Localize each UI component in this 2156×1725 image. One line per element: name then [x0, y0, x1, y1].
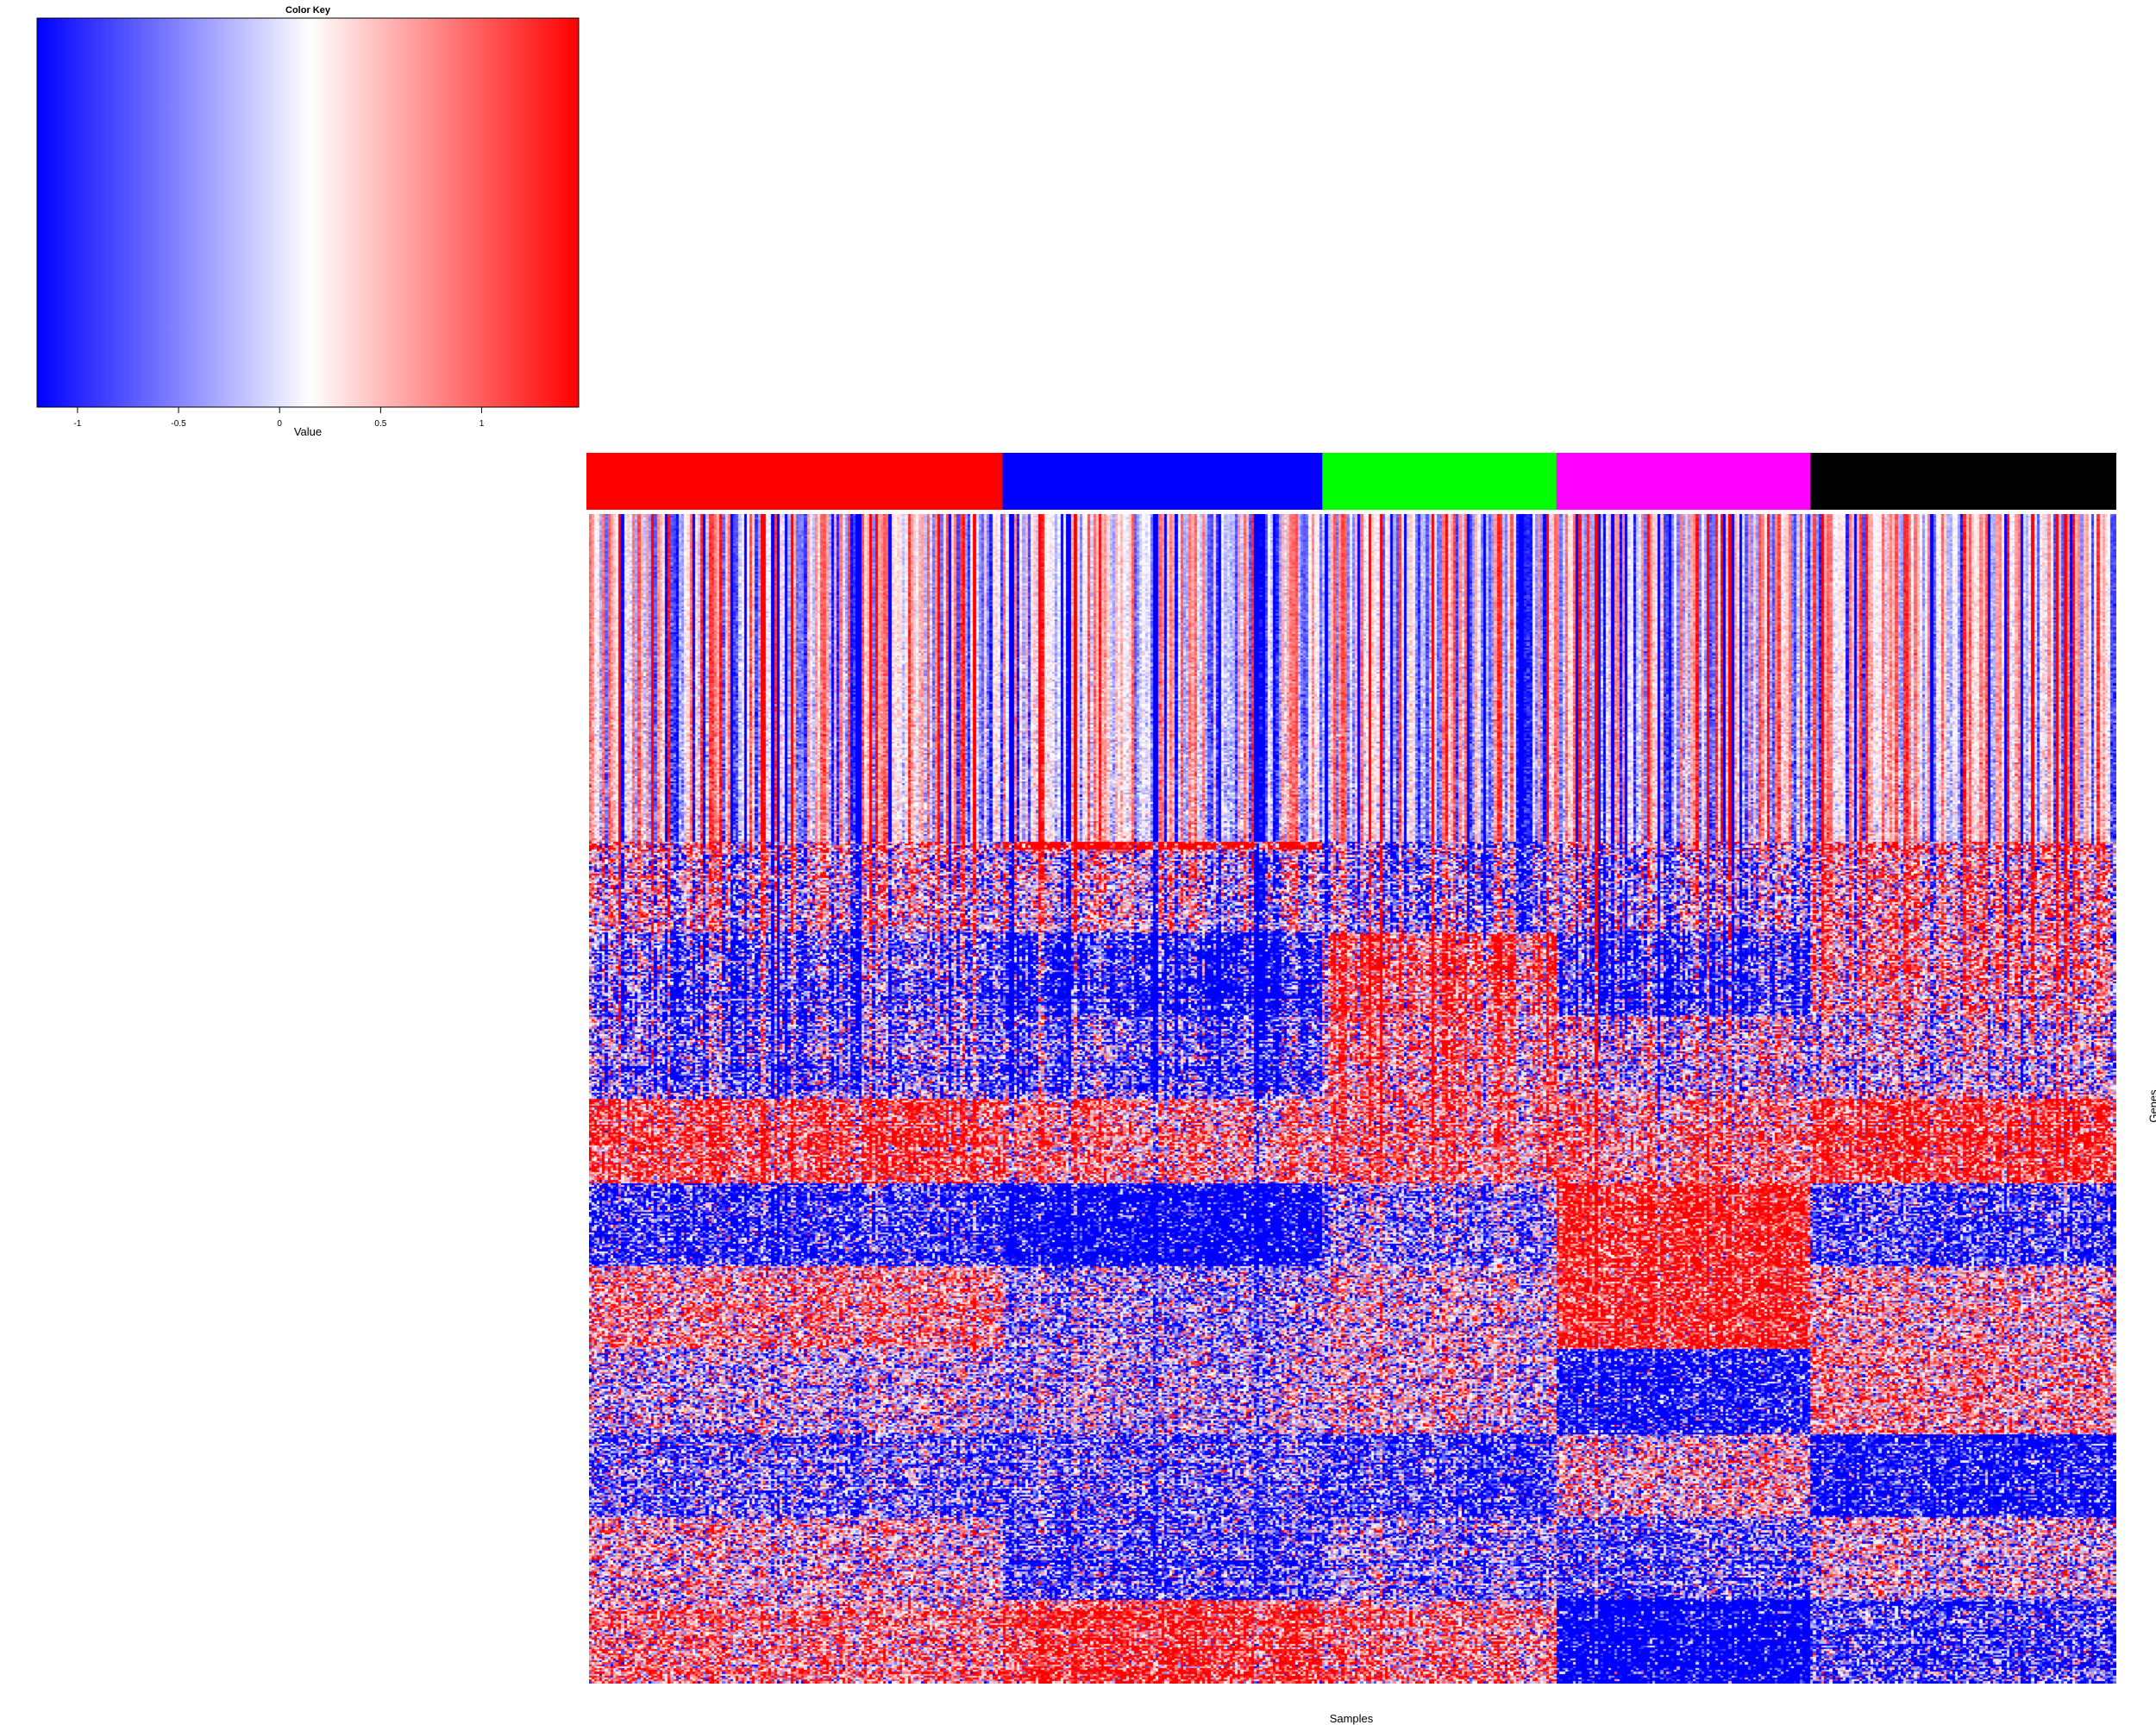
- color-key-title: Color Key: [285, 5, 331, 16]
- sample-group-5: [1810, 453, 2116, 510]
- color-key-tick-label: 0.5: [374, 419, 386, 429]
- sample-group-2: [1003, 453, 1323, 510]
- color-key-tick-label: -0.5: [171, 419, 186, 429]
- color-key-tick-label: -1: [73, 419, 81, 429]
- color-key-ticks: -1 -0.5 0 0.5 1: [73, 407, 484, 429]
- sample-group-3: [1322, 453, 1557, 510]
- color-key-tick-label: 1: [479, 419, 485, 429]
- heatmap-matrix: [589, 514, 2116, 1684]
- color-key-xlabel: Value: [294, 425, 322, 438]
- sample-group-4: [1557, 453, 1811, 510]
- sample-group-1: [586, 453, 1003, 510]
- color-key-gradient: [37, 18, 579, 407]
- x-axis-title: Samples: [586, 1712, 2116, 1725]
- sample-group-bar: [586, 453, 2116, 510]
- y-axis-title: Genes: [2147, 1089, 2156, 1122]
- color-key-tick-label: 0: [277, 419, 282, 429]
- color-key: Color Key -1 -0.5 0 0.5 1 Value: [0, 0, 604, 448]
